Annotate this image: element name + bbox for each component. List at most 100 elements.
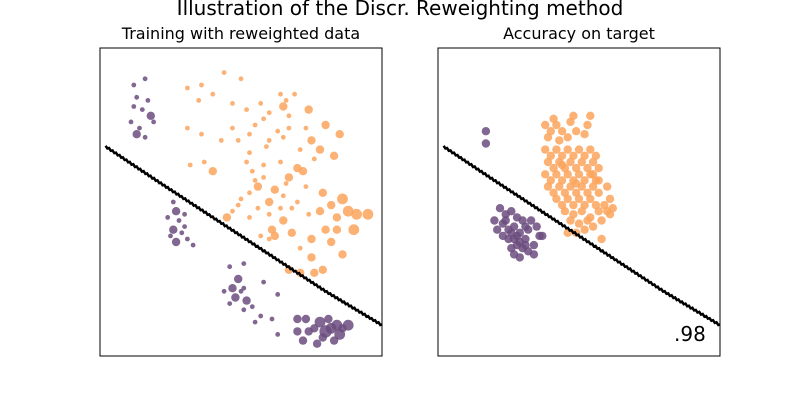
point-class-1 (563, 133, 572, 142)
point-class-1 (238, 76, 244, 82)
point-class-0 (238, 288, 244, 294)
point-class-1 (185, 85, 190, 91)
point-class-1 (315, 145, 325, 154)
point-class-0 (182, 224, 188, 230)
point-class-1 (594, 163, 603, 173)
point-class-1 (348, 224, 360, 236)
point-class-1 (566, 157, 575, 167)
point-class-0 (538, 231, 547, 241)
point-class-0 (318, 333, 327, 342)
left-axes-title: Training with reweighted data (121, 24, 361, 43)
point-class-0 (521, 240, 530, 250)
point-class-1 (543, 157, 553, 167)
point-class-1 (327, 200, 336, 210)
point-class-1 (261, 162, 266, 168)
point-class-1 (295, 199, 300, 205)
point-class-1 (208, 167, 217, 176)
point-class-0 (137, 125, 142, 131)
point-class-1 (315, 207, 325, 216)
point-class-0 (293, 327, 302, 336)
point-class-1 (218, 138, 224, 143)
point-class-1 (583, 120, 592, 130)
point-class-1 (264, 144, 269, 150)
point-class-1 (594, 188, 603, 197)
point-class-1 (238, 196, 244, 202)
point-class-1 (244, 107, 250, 112)
point-class-1 (280, 193, 286, 199)
point-class-1 (332, 225, 342, 234)
point-class-0 (481, 139, 491, 148)
point-class-0 (176, 218, 182, 223)
axes-frame (99, 47, 383, 357)
point-class-1 (278, 91, 283, 97)
point-class-1 (258, 101, 264, 106)
point-class-0 (128, 119, 134, 125)
point-class-0 (507, 228, 516, 237)
point-class-1 (196, 98, 202, 103)
point-class-0 (182, 211, 188, 217)
point-class-0 (170, 199, 176, 205)
point-class-1 (265, 197, 274, 207)
point-class-0 (139, 107, 145, 112)
point-class-1 (597, 216, 606, 225)
point-class-0 (190, 242, 196, 248)
point-class-1 (292, 91, 297, 97)
point-class-0 (498, 231, 508, 241)
point-class-0 (142, 76, 148, 82)
point-class-1 (588, 170, 598, 179)
point-class-1 (577, 157, 586, 167)
right-axes-title: Accuracy on target (503, 24, 655, 43)
point-class-1 (586, 111, 595, 121)
point-class-1 (541, 145, 550, 154)
decision-boundary (104, 145, 382, 327)
point-class-0 (168, 233, 173, 239)
point-class-0 (228, 284, 237, 293)
point-class-1 (560, 207, 570, 216)
point-class-1 (286, 125, 292, 131)
point-class-1 (307, 136, 316, 145)
left-axes (99, 47, 383, 357)
point-class-1 (318, 265, 327, 274)
point-class-1 (563, 194, 572, 204)
point-class-1 (318, 188, 327, 197)
decision-boundary (442, 145, 720, 327)
point-class-1 (541, 120, 550, 130)
point-class-0 (532, 222, 541, 231)
point-class-1 (230, 208, 235, 214)
point-class-1 (307, 253, 316, 262)
point-class-0 (481, 127, 491, 136)
point-class-1 (235, 202, 241, 208)
point-class-0 (179, 230, 185, 236)
point-class-1 (270, 231, 279, 241)
point-class-1 (306, 211, 312, 217)
point-class-1 (261, 116, 266, 122)
point-class-1 (586, 145, 595, 154)
point-class-1 (574, 194, 584, 204)
point-class-1 (552, 145, 561, 154)
point-class-1 (310, 268, 319, 277)
point-class-1 (362, 208, 374, 220)
point-class-1 (266, 236, 272, 242)
point-class-0 (334, 329, 346, 340)
point-class-1 (321, 120, 330, 130)
point-class-1 (557, 127, 567, 136)
point-class-0 (301, 314, 311, 324)
point-class-1 (199, 82, 204, 88)
point-class-1 (588, 182, 598, 191)
point-class-1 (287, 228, 296, 237)
point-class-1 (297, 147, 303, 153)
point-class-1 (335, 130, 344, 139)
point-class-0 (304, 327, 313, 336)
point-class-1 (253, 182, 263, 191)
point-class-0 (241, 285, 247, 291)
point-class-0 (165, 215, 171, 220)
point-class-0 (324, 314, 333, 324)
point-class-1 (235, 138, 241, 143)
figure-title: Illustration of the Discr. Reweighting m… (176, 0, 624, 20)
point-class-1 (574, 219, 584, 228)
point-class-1 (574, 145, 584, 154)
point-class-1 (244, 159, 250, 165)
point-class-1 (275, 128, 281, 134)
point-class-0 (495, 204, 505, 213)
point-class-1 (255, 205, 261, 211)
